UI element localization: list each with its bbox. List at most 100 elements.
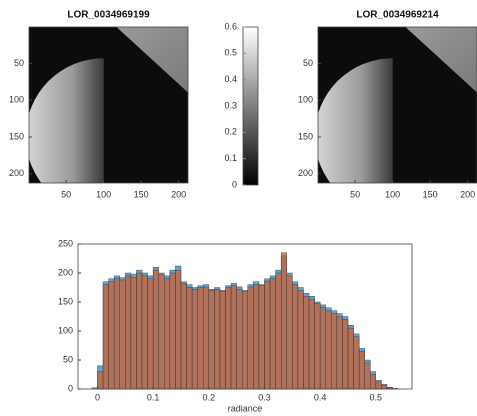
x-tick-label: 0.4 — [314, 392, 327, 402]
image-limb — [29, 58, 104, 183]
histogram-bar — [152, 269, 159, 390]
histogram-bar — [197, 287, 204, 390]
histogram-bar — [219, 291, 226, 390]
histogram-bar — [303, 296, 310, 390]
histogram-bar — [203, 286, 210, 390]
histogram-bar — [264, 280, 271, 390]
histogram-bar — [214, 289, 221, 390]
histogram-bar — [314, 302, 321, 390]
histogram-bar — [375, 381, 382, 390]
x-tick-label: 0 — [95, 392, 100, 402]
y-tick-label: 50 — [63, 354, 73, 364]
histogram-bar — [175, 269, 182, 390]
histogram-bar — [125, 275, 132, 390]
histogram-bar — [102, 284, 109, 390]
histogram-bar — [353, 336, 360, 390]
image — [29, 27, 188, 183]
x-axis-label: radiance — [228, 403, 263, 413]
histogram-bar — [325, 310, 332, 390]
histogram-bar — [158, 273, 165, 390]
histogram-bar — [108, 281, 115, 390]
histogram-bar — [247, 286, 254, 390]
x-tick-label: 100 — [96, 189, 111, 199]
y-tick-label: 150 — [9, 131, 24, 141]
colorbar-tick-label: 0.1 — [224, 153, 237, 163]
histogram-bar — [269, 278, 276, 390]
colorbar-tick-label: 0.6 — [224, 21, 237, 31]
histogram-bar — [180, 283, 187, 390]
x-tick-label: 150 — [423, 189, 438, 199]
histogram-bar — [342, 319, 349, 390]
y-tick-label: 100 — [58, 325, 73, 335]
image — [318, 27, 477, 183]
axes-box — [77, 243, 413, 390]
y-tick-label: 50 — [14, 58, 24, 68]
y-tick-label: 250 — [58, 238, 73, 248]
x-tick-label: 50 — [350, 189, 360, 199]
histogram-bar — [286, 275, 293, 390]
histogram-bar — [381, 385, 388, 390]
histogram-bar — [253, 284, 260, 390]
x-tick-label: 0.3 — [258, 392, 271, 402]
histogram-bar — [230, 285, 237, 390]
histogram-bar — [364, 362, 371, 390]
histogram-bar — [358, 351, 365, 390]
colorbar-tick-label: 0.3 — [224, 100, 237, 110]
histogram-bar — [113, 278, 120, 390]
histogram-bar — [225, 287, 232, 390]
histogram-bar — [191, 289, 198, 390]
axes-box — [28, 26, 189, 184]
histogram-bar — [97, 371, 104, 390]
histogram-bar — [370, 374, 377, 390]
histogram-bar — [331, 313, 338, 390]
y-tick-label: 100 — [9, 95, 24, 105]
histogram-bar — [136, 272, 143, 390]
histogram-bar — [319, 307, 326, 390]
histogram-bar — [280, 252, 287, 390]
x-tick-label: 50 — [61, 189, 71, 199]
histogram-bar — [275, 272, 282, 390]
image-sky — [405, 27, 477, 93]
x-tick-label: 0.2 — [203, 392, 216, 402]
colorbar-tick-label: 0.4 — [224, 74, 237, 84]
y-tick-label: 0 — [68, 383, 73, 393]
colorbar-tick-label: 0 — [232, 179, 237, 189]
histogram-bar — [242, 291, 248, 390]
histogram-bar — [292, 284, 299, 390]
histogram-bar — [236, 289, 243, 390]
y-tick-label: 150 — [58, 296, 73, 306]
x-tick-label: 100 — [385, 189, 400, 199]
y-tick-label: 200 — [298, 168, 313, 178]
y-tick-label: 200 — [9, 168, 24, 178]
histogram-bar — [208, 290, 215, 390]
colorbar-tick-label: 0.2 — [224, 127, 237, 137]
histogram-bar — [119, 279, 126, 390]
y-tick-label: 50 — [303, 58, 313, 68]
x-tick-label: 0.1 — [147, 392, 160, 402]
x-tick-label: 200 — [460, 189, 475, 199]
histogram-bar — [130, 277, 137, 390]
y-tick-label: 200 — [58, 267, 73, 277]
y-tick-label: 150 — [298, 131, 313, 141]
histogram-bar — [186, 287, 193, 390]
histogram-bar — [141, 275, 148, 390]
image-sky — [116, 27, 188, 93]
x-tick-label: 200 — [171, 189, 186, 199]
y-tick-label: 100 — [298, 95, 313, 105]
histogram-bar — [164, 278, 171, 390]
chart-title: LOR_0034969214 — [356, 10, 439, 21]
histogram-bar — [336, 316, 343, 390]
histogram-bar — [169, 272, 176, 390]
image-limb — [318, 58, 393, 183]
histogram-bar — [147, 278, 154, 390]
chart-title: LOR_0034969199 — [67, 10, 150, 21]
axes-box — [317, 26, 477, 184]
x-tick-label: 150 — [134, 189, 149, 199]
histogram-bar — [308, 298, 315, 390]
histogram-bar — [297, 290, 304, 390]
x-tick-label: 0.5 — [370, 392, 383, 402]
histogram-bar — [347, 327, 354, 390]
colorbar-tick-label: 0.5 — [224, 48, 237, 58]
histogram-bar — [258, 285, 265, 390]
